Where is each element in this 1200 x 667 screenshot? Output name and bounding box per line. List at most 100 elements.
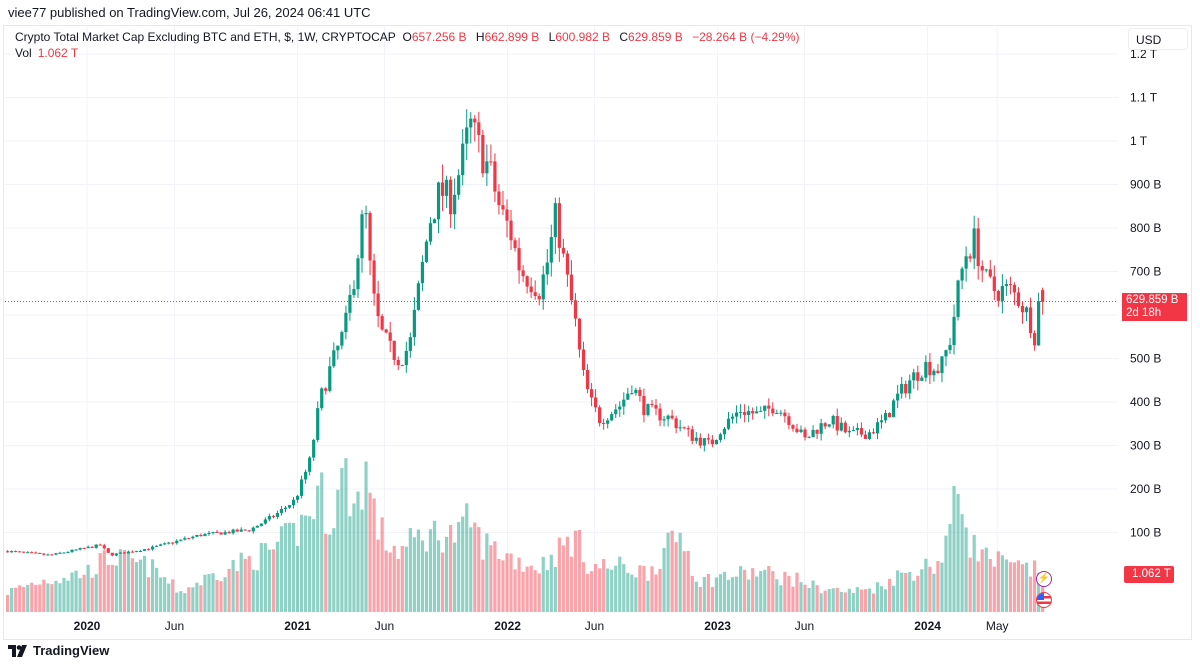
candle-body	[255, 525, 259, 528]
volume-bar	[159, 577, 163, 612]
volume-bar	[46, 583, 50, 612]
volume-bar	[920, 569, 924, 612]
volume-bar	[618, 556, 622, 612]
candle-body	[928, 361, 932, 376]
candle-body	[416, 283, 420, 310]
candle-body	[320, 388, 324, 409]
candle-body	[626, 393, 630, 400]
candle-body	[944, 350, 948, 357]
candle-body	[545, 262, 549, 275]
candle-body	[235, 529, 239, 532]
volume-bar	[892, 585, 896, 612]
time-tick-label: Jun	[585, 619, 604, 633]
volume-bar	[767, 565, 771, 612]
candle-body	[412, 309, 416, 338]
volume-bar	[191, 587, 195, 612]
candle-body	[718, 434, 723, 441]
volume-bar	[589, 571, 594, 612]
candle-body	[42, 553, 46, 555]
volume-bar	[211, 573, 215, 612]
candle-body	[557, 203, 561, 248]
price-tick-label: 1.1 T	[1130, 91, 1158, 105]
candle-body	[968, 256, 972, 259]
volume-bar	[477, 527, 481, 612]
volume-bar	[34, 584, 38, 612]
candle-body	[602, 422, 606, 424]
candle-body	[835, 415, 839, 431]
us-flag-economic-event-icon[interactable]	[1036, 592, 1052, 608]
volume-bar	[976, 561, 980, 612]
volume-bar	[634, 577, 638, 612]
symbol-title[interactable]: Crypto Total Market Cap Excluding BTC an…	[15, 30, 396, 44]
volume-bar	[66, 580, 70, 612]
candle-body	[992, 276, 996, 291]
candle-body	[392, 340, 396, 360]
volume-bar	[843, 592, 847, 612]
candle-body	[231, 529, 235, 534]
candle-body	[227, 532, 231, 534]
candle-body	[191, 536, 195, 539]
volume-bar	[581, 562, 586, 612]
tradingview-footer[interactable]: TradingView	[8, 643, 109, 658]
volume-bar	[577, 529, 582, 612]
current-price-tag: 629.859 B 2d 18h	[1122, 293, 1187, 321]
volume-bar	[408, 528, 412, 612]
volume-bar	[396, 558, 400, 612]
candle-body	[175, 540, 179, 544]
time-tick-label: 2024	[914, 619, 941, 633]
volume-bar	[304, 515, 308, 612]
volume-bar	[992, 566, 996, 612]
volume-bar	[300, 514, 304, 612]
candle-body	[738, 412, 743, 414]
candle-body	[650, 404, 654, 406]
candle-body	[187, 538, 191, 540]
currency-button[interactable]: USD	[1128, 28, 1188, 50]
candle-body	[622, 399, 626, 407]
volume-bar	[287, 522, 292, 612]
volume-bar	[779, 585, 783, 612]
brand-name: TradingView	[33, 643, 110, 658]
volume-bar	[549, 554, 553, 612]
candle-body	[243, 529, 247, 531]
price-tick-label: 300 B	[1130, 439, 1161, 453]
candle-body	[352, 289, 356, 295]
volume-bar	[565, 536, 570, 612]
candle-body	[960, 268, 964, 281]
candle-body	[867, 432, 872, 439]
candle-body	[585, 370, 590, 390]
volume-bar	[1041, 571, 1045, 612]
candle-body	[304, 471, 308, 480]
volume-label[interactable]: Vol	[15, 46, 32, 60]
candle-body	[444, 179, 449, 196]
volume-bar	[948, 523, 952, 612]
volume-bar	[561, 545, 565, 612]
candle-body	[686, 428, 690, 430]
candle-body	[6, 551, 10, 553]
volume-bar	[513, 569, 517, 612]
volume-bar	[243, 558, 247, 612]
candle-body	[396, 359, 400, 366]
ohlc-legend: Crypto Total Market Cap Excluding BTC an…	[15, 30, 806, 44]
volume-bar	[626, 572, 630, 612]
tradingview-logo-icon	[8, 644, 27, 657]
volume-bar	[972, 534, 976, 612]
candle-body	[163, 543, 167, 545]
volume-bar	[682, 551, 686, 612]
volume-bar	[694, 581, 698, 612]
candle-body	[892, 400, 896, 418]
candle-body	[477, 122, 481, 135]
change-value: −28.264 B (−4.29%)	[692, 30, 800, 44]
candle-body	[779, 412, 783, 414]
volume-bar	[146, 577, 151, 612]
candle-body	[847, 430, 851, 433]
volume-bar	[932, 573, 936, 612]
candle-body	[783, 412, 787, 417]
lightning-event-icon[interactable]: ⚡	[1036, 571, 1052, 587]
gridlines	[5, 26, 1118, 615]
candle-body	[1028, 307, 1033, 334]
volume-bar	[163, 577, 167, 612]
volume-bar	[493, 541, 497, 612]
candle-body	[22, 551, 26, 553]
volume-bar	[98, 553, 102, 612]
